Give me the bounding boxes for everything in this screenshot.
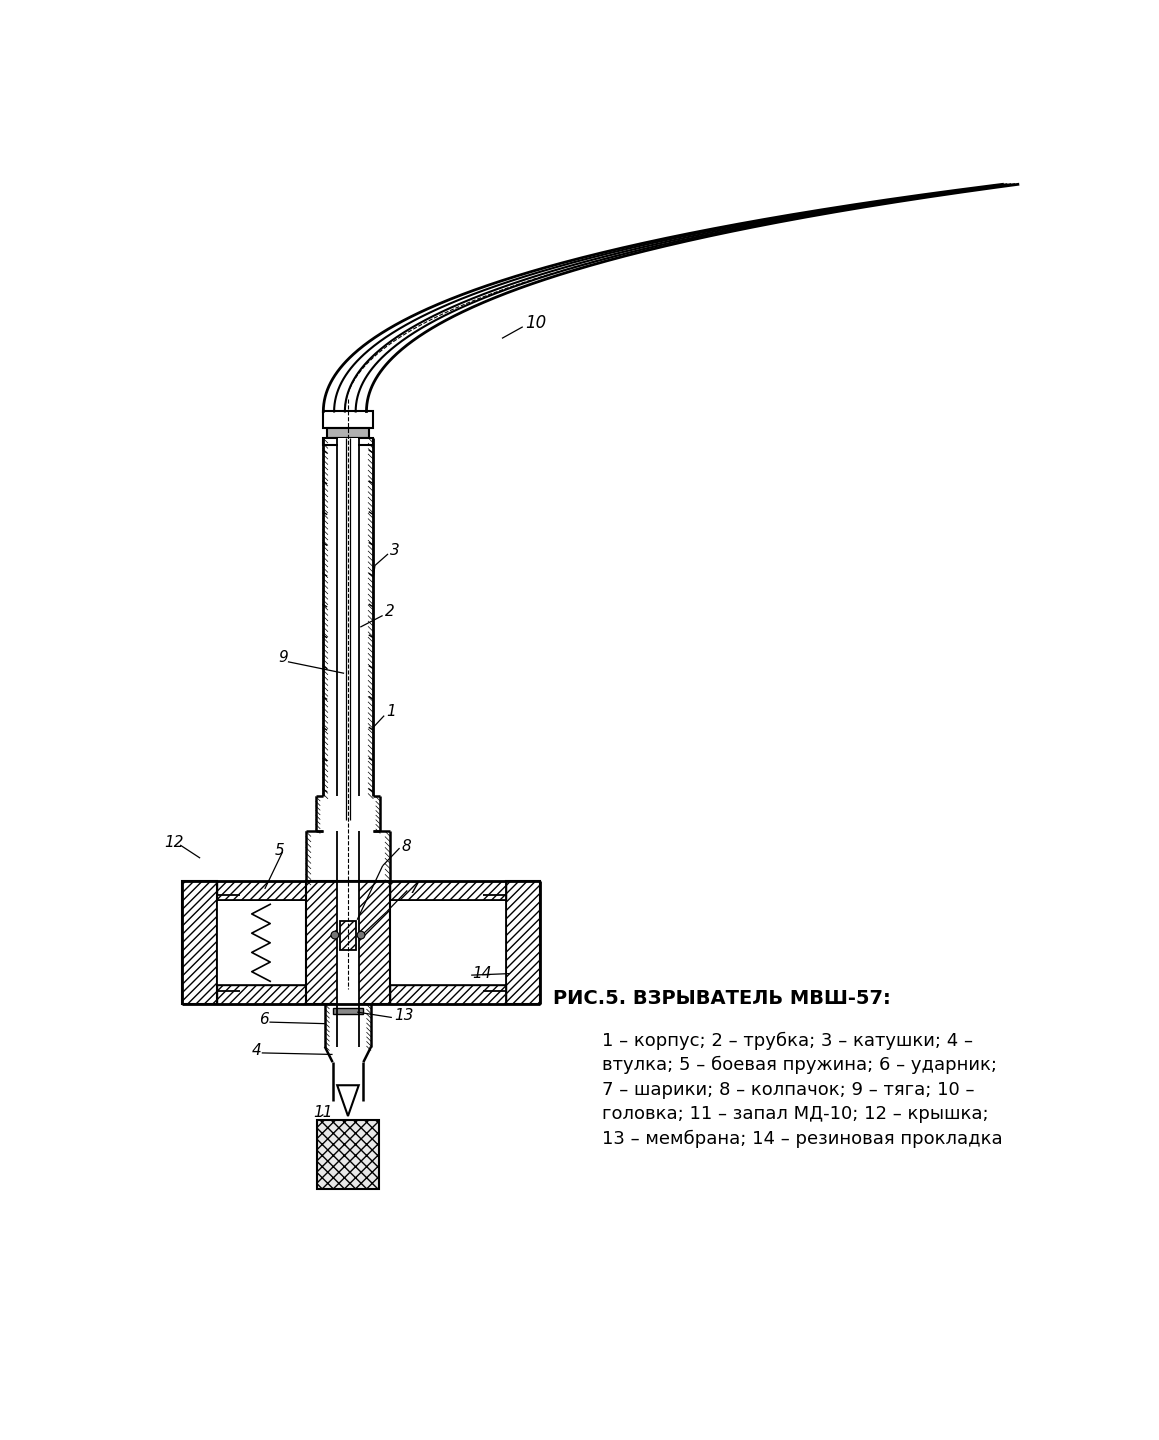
Circle shape bbox=[357, 932, 365, 939]
Text: 6: 6 bbox=[260, 1012, 269, 1027]
Text: 14: 14 bbox=[473, 966, 493, 981]
Text: 2: 2 bbox=[385, 605, 395, 619]
Text: 7 – шарики; 8 – колпачок; 9 – тяга; 10 –: 7 – шарики; 8 – колпачок; 9 – тяга; 10 – bbox=[602, 1080, 975, 1099]
Bar bbox=[218, 901, 305, 985]
Text: 12: 12 bbox=[165, 835, 184, 850]
Text: 9: 9 bbox=[278, 651, 289, 665]
Bar bbox=[505, 881, 540, 1004]
Text: 5: 5 bbox=[275, 842, 285, 858]
Bar bbox=[318, 1120, 379, 1189]
Text: РИС.5. ВЗРЫВАТЕЛЬ МВШ-57:: РИС.5. ВЗРЫВАТЕЛЬ МВШ-57: bbox=[553, 989, 890, 1008]
Bar bbox=[217, 985, 306, 1004]
Bar bbox=[482, 896, 505, 991]
Bar bbox=[327, 429, 369, 438]
Text: 13: 13 bbox=[394, 1008, 414, 1024]
Bar bbox=[391, 881, 505, 900]
Bar bbox=[306, 881, 391, 1004]
Text: 11: 11 bbox=[313, 1104, 333, 1120]
Bar bbox=[337, 881, 359, 1004]
Text: 4: 4 bbox=[252, 1043, 262, 1058]
Text: втулка; 5 – боевая пружина; 6 – ударник;: втулка; 5 – боевая пружина; 6 – ударник; bbox=[602, 1056, 997, 1074]
Bar bbox=[217, 896, 240, 991]
Bar bbox=[182, 881, 217, 1004]
Text: головка; 11 – запал МД-10; 12 – крышка;: головка; 11 – запал МД-10; 12 – крышка; bbox=[602, 1106, 989, 1123]
Bar bbox=[391, 985, 505, 1004]
Bar bbox=[322, 412, 373, 429]
Bar bbox=[338, 438, 358, 796]
Text: 7: 7 bbox=[409, 881, 420, 896]
Bar bbox=[341, 922, 356, 950]
Bar bbox=[322, 438, 373, 445]
Bar bbox=[333, 1008, 364, 1014]
Text: 10: 10 bbox=[525, 314, 546, 333]
Bar bbox=[334, 1063, 363, 1104]
Bar bbox=[217, 881, 306, 900]
Polygon shape bbox=[337, 1086, 359, 1116]
Text: 8: 8 bbox=[402, 840, 411, 854]
Bar bbox=[391, 901, 505, 985]
Circle shape bbox=[331, 932, 338, 939]
Text: 3: 3 bbox=[391, 543, 400, 557]
Text: 1 – корпус; 2 – трубка; 3 – катушки; 4 –: 1 – корпус; 2 – трубка; 3 – катушки; 4 – bbox=[602, 1031, 974, 1050]
Text: 1: 1 bbox=[386, 704, 396, 720]
Text: 13 – мембрана; 14 – резиновая прокладка: 13 – мембрана; 14 – резиновая прокладка bbox=[602, 1130, 1003, 1148]
